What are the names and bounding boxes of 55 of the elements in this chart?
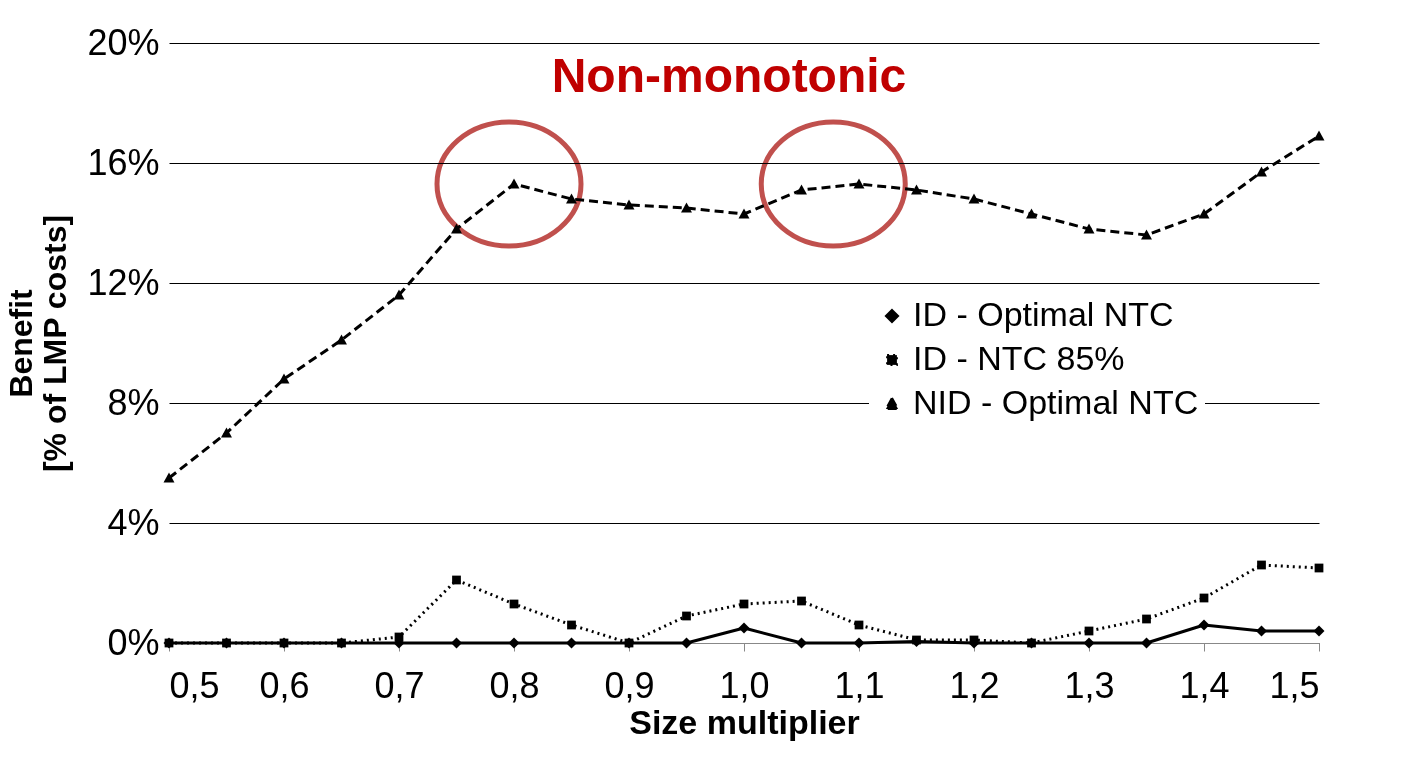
point: [1083, 637, 1095, 649]
point: [222, 638, 231, 648]
y-tick-label: 4%: [107, 501, 160, 543]
point: [1313, 130, 1325, 141]
point: [738, 622, 750, 634]
x-tick-label: 1,2: [949, 664, 1000, 706]
point: [1256, 166, 1267, 177]
point: [1198, 208, 1210, 219]
point: [451, 223, 462, 234]
x-tick-label: 1,3: [1064, 664, 1115, 706]
point: [797, 596, 806, 606]
point: [508, 637, 520, 649]
y-tick-label: 12%: [87, 261, 160, 303]
annotation: Non-monotonic: [551, 49, 907, 102]
point: [853, 637, 865, 649]
point: [1257, 560, 1266, 570]
point: [1141, 229, 1152, 240]
x-tick-label: 0,7: [374, 664, 425, 706]
point: [221, 427, 232, 438]
x-tick-label: 0,5: [169, 664, 220, 706]
x-tick-label: 0,6: [259, 664, 310, 706]
point: [796, 184, 807, 195]
point: [1083, 223, 1095, 234]
point: [337, 638, 346, 648]
y-tick-label: 16%: [87, 141, 160, 183]
point: [1142, 614, 1151, 624]
point: [682, 611, 691, 621]
point: [278, 373, 290, 384]
point: [452, 575, 461, 585]
point: [163, 472, 175, 483]
x-tick-label: 0,8: [489, 664, 540, 706]
x-tick-label: 1,5: [1269, 664, 1320, 706]
point: [336, 334, 347, 345]
y-tick-label: 20%: [87, 21, 160, 63]
point: [1313, 625, 1325, 637]
point: [681, 202, 692, 213]
legend-label: NID - Optimal NTC: [913, 383, 1199, 421]
legend-label: ID - Optimal NTC: [913, 295, 1174, 333]
legend-label: ID - NTC 85%: [913, 339, 1125, 377]
point: [1198, 619, 1210, 631]
point: [738, 208, 750, 219]
point: [853, 178, 865, 189]
point: [393, 289, 405, 300]
point: [566, 193, 577, 204]
point: [508, 178, 520, 189]
point: [567, 620, 576, 630]
point: [1027, 638, 1036, 648]
x-tick-label: 1,4: [1179, 664, 1230, 706]
y-tick-label: 0%: [107, 621, 160, 663]
point: [1026, 208, 1037, 219]
point: [623, 199, 635, 210]
y-axis-title: Benefit [% of LMP costs]: [3, 214, 74, 473]
y-tick-label: 8%: [107, 381, 160, 423]
point: [968, 193, 980, 204]
point: [911, 184, 922, 195]
